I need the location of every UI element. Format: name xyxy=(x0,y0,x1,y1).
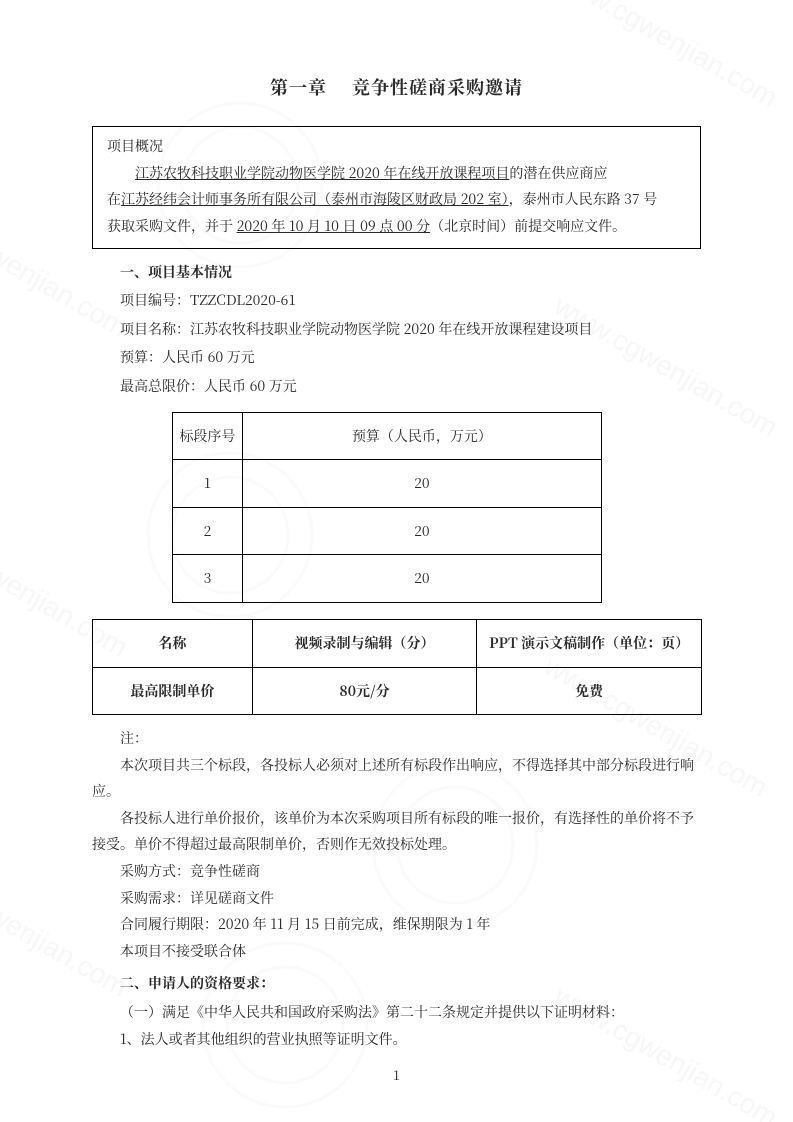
title-chapter: 第一章 xyxy=(270,74,327,100)
overview-l3-suffix: （北京时间）前提交响应文件。 xyxy=(430,216,626,236)
section2-heading: 二、申请人的资格要求： xyxy=(92,970,701,997)
project-name: 项目名称：江苏农牧科技职业学院动物医学院 2020 年在线开放课程建设项目 xyxy=(92,316,701,343)
title-name: 竞争性磋商采购邀请 xyxy=(352,74,523,100)
project-code-value: TZZCDL2020-61 xyxy=(190,290,296,310)
section2-p1: （一）满足《中华人民共和国政府采购法》第二十二条规定并提供以下证明材料： xyxy=(92,999,701,1026)
lot-budget: 20 xyxy=(242,460,601,508)
project-name-label: 项目名称： xyxy=(120,319,190,339)
lot-budget: 20 xyxy=(242,507,601,555)
overview-line-1: 江苏农牧科技职业学院动物医学院 2020 年在线开放课程项目的潜在供应商应 xyxy=(107,160,686,187)
page-title: 第一章 竞争性磋商采购邀请 xyxy=(92,70,701,104)
budget: 预算：人民币 60 万元 xyxy=(92,344,701,371)
table-row: 最高限制单价 80元/分 免费 xyxy=(93,667,702,715)
overview-l2-suffix: ，泰州市人民东路 37 号 xyxy=(509,189,658,209)
price-head-video: 视频录制与编辑（分） xyxy=(252,619,477,667)
project-code-label: 项目编号： xyxy=(120,290,190,310)
lot-no: 2 xyxy=(173,507,243,555)
contract-period: 合同履行期限：2020 年 11 月 15 日前完成，维保期限为 1 年 xyxy=(92,911,701,938)
no-consortium: 本项目不接受联合体 xyxy=(92,938,701,965)
table-row: 3 20 xyxy=(173,555,602,603)
page: www.cgwenjian.com www.cgwenjian.com www.… xyxy=(0,0,793,1122)
lot-no: 3 xyxy=(173,555,243,603)
procure-method: 采购方式：竞争性磋商 xyxy=(92,858,701,885)
notes: 注： 本次项目共三个标段，各投标人必须对上述所有标段作出响应，不得选择其中部分标… xyxy=(92,725,701,964)
max-total: 最高总限价：人民币 60 万元 xyxy=(92,373,701,400)
budget-label: 预算： xyxy=(120,347,162,367)
contract-period-label: 合同履行期限： xyxy=(120,914,218,934)
table-row: 标段序号 预算（人民币，万元） xyxy=(173,412,602,460)
overview-l3-underline: 2020 年 10 月 10 日 09 点 00 分 xyxy=(237,216,431,236)
notes-p1: 本次项目共三个标段，各投标人必须对上述所有标段作出响应，不得选择其中部分标段进行… xyxy=(92,752,701,805)
max-total-label: 最高总限价： xyxy=(120,376,204,396)
overview-l2-underline: 江苏经纬会计师事务所有限公司（泰州市海陵区财政局 202 室） xyxy=(121,189,509,209)
price-table: 名称 视频录制与编辑（分） PPT 演示文稿制作（单位：页） 最高限制单价 80… xyxy=(92,619,702,715)
price-row-ppt: 免费 xyxy=(477,667,702,715)
overview-line-2: 在江苏经纬会计师事务所有限公司（泰州市海陵区财政局 202 室），泰州市人民东路… xyxy=(107,186,686,213)
price-row-label: 最高限制单价 xyxy=(93,667,253,715)
price-head-ppt: PPT 演示文稿制作（单位：页） xyxy=(477,619,702,667)
procure-method-value: 竞争性磋商 xyxy=(190,861,260,881)
project-name-value: 江苏农牧科技职业学院动物医学院 2020 年在线开放课程建设项目 xyxy=(190,319,592,339)
budget-value: 人民币 60 万元 xyxy=(162,347,255,367)
lot-table-head-no: 标段序号 xyxy=(173,412,243,460)
notes-label: 注： xyxy=(92,725,701,752)
section2-p2: 1、法人或者其他组织的营业执照等证明文件。 xyxy=(92,1026,701,1053)
price-head-name: 名称 xyxy=(93,619,253,667)
overview-l1-suffix: 的潜在供应商应 xyxy=(509,163,607,183)
section1-heading: 一、项目基本情况 xyxy=(92,259,701,286)
project-code: 项目编号：TZZCDL2020-61 xyxy=(92,287,701,314)
price-row-video: 80元/分 xyxy=(252,667,477,715)
lot-no: 1 xyxy=(173,460,243,508)
lot-table: 标段序号 预算（人民币，万元） 1 20 2 20 3 20 xyxy=(172,412,602,603)
table-row: 名称 视频录制与编辑（分） PPT 演示文稿制作（单位：页） xyxy=(93,619,702,667)
lot-table-head-budget: 预算（人民币，万元） xyxy=(242,412,601,460)
max-total-value: 人民币 60 万元 xyxy=(204,376,297,396)
procure-req-label: 采购需求： xyxy=(120,888,190,908)
table-row: 2 20 xyxy=(173,507,602,555)
overview-box: 项目概况 江苏农牧科技职业学院动物医学院 2020 年在线开放课程项目的潜在供应… xyxy=(92,126,701,248)
lot-budget: 20 xyxy=(242,555,601,603)
procure-req: 采购需求：详见磋商文件 xyxy=(92,885,701,912)
overview-l2-prefix: 在 xyxy=(107,189,121,209)
contract-period-value: 2020 年 11 月 15 日前完成，维保期限为 1 年 xyxy=(218,914,491,934)
overview-line-3: 获取采购文件，并于 2020 年 10 月 10 日 09 点 00 分（北京时… xyxy=(107,213,686,240)
overview-heading: 项目概况 xyxy=(107,133,686,160)
page-content: 第一章 竞争性磋商采购邀请 项目概况 江苏农牧科技职业学院动物医学院 2020 … xyxy=(92,70,701,1052)
notes-p2: 各投标人进行单价报价，该单价为本次采购项目所有标段的唯一报价，有选择性的单价将不… xyxy=(92,805,701,858)
procure-method-label: 采购方式： xyxy=(120,861,190,881)
overview-l1-underline: 江苏农牧科技职业学院动物医学院 2020 年在线开放课程项目 xyxy=(135,163,509,183)
table-row: 1 20 xyxy=(173,460,602,508)
procure-req-value: 详见磋商文件 xyxy=(190,888,274,908)
overview-l3-prefix: 获取采购文件，并于 xyxy=(107,216,237,236)
page-number: 1 xyxy=(0,1063,793,1088)
